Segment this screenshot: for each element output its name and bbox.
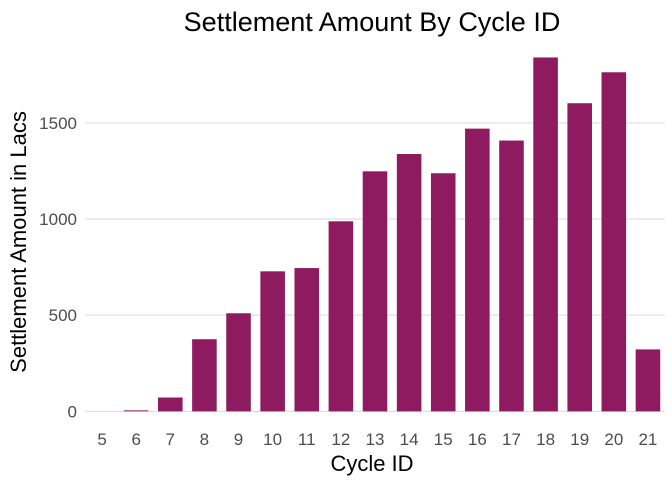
bar-cycle-13 xyxy=(362,171,388,412)
x-tick-label: 16 xyxy=(468,430,487,449)
x-tick-label: 9 xyxy=(234,430,243,449)
x-tick-label: 5 xyxy=(97,430,106,449)
bar-cycle-16 xyxy=(465,128,490,412)
bar-cycle-9 xyxy=(226,313,251,412)
y-axis-ticks: 0 500 1000 1500 xyxy=(39,114,77,421)
x-tick-label: 11 xyxy=(298,430,316,449)
bar-cycle-10 xyxy=(260,271,285,412)
x-tick-label: 20 xyxy=(604,430,623,449)
bars xyxy=(123,57,661,412)
y-tick-label: 0 xyxy=(68,402,77,421)
x-tick-label: 21 xyxy=(638,430,657,449)
bar-cycle-17 xyxy=(499,140,524,412)
bar-cycle-7 xyxy=(158,397,183,412)
y-axis-title: Settlement Amount in Lacs xyxy=(6,111,31,373)
bar-cycle-18 xyxy=(533,57,558,412)
bar-cycle-11 xyxy=(294,268,320,412)
x-tick-label: 6 xyxy=(131,430,140,449)
x-axis-title: Cycle ID xyxy=(330,451,413,476)
x-tick-label: 15 xyxy=(434,430,453,449)
bar-cycle-20 xyxy=(601,72,627,412)
x-tick-label: 19 xyxy=(570,430,589,449)
x-tick-label: 17 xyxy=(502,430,521,449)
bar-cycle-21 xyxy=(635,349,661,412)
bar-cycle-8 xyxy=(192,339,217,412)
y-tick-label: 1000 xyxy=(39,210,77,229)
bar-cycle-14 xyxy=(396,154,422,412)
x-axis-ticks: 5 6 7 8 9 10 11 12 13 14 15 16 17 18 19 20 21 xyxy=(97,430,657,449)
x-tick-label: 8 xyxy=(200,430,209,449)
x-tick-label: 12 xyxy=(331,430,350,449)
y-tick-label: 1500 xyxy=(39,114,77,133)
bar-cycle-6 xyxy=(123,410,149,412)
x-tick-label: 14 xyxy=(400,430,419,449)
y-tick-label: 500 xyxy=(49,306,77,325)
x-tick-label: 18 xyxy=(536,430,555,449)
bar-cycle-15 xyxy=(430,173,456,412)
x-tick-label: 7 xyxy=(166,430,175,449)
bar-cycle-12 xyxy=(328,221,354,412)
x-tick-label: 10 xyxy=(263,430,282,449)
bar-cycle-19 xyxy=(567,103,592,412)
chart-title: Settlement Amount By Cycle ID xyxy=(184,7,561,37)
x-tick-label: 13 xyxy=(366,430,385,449)
